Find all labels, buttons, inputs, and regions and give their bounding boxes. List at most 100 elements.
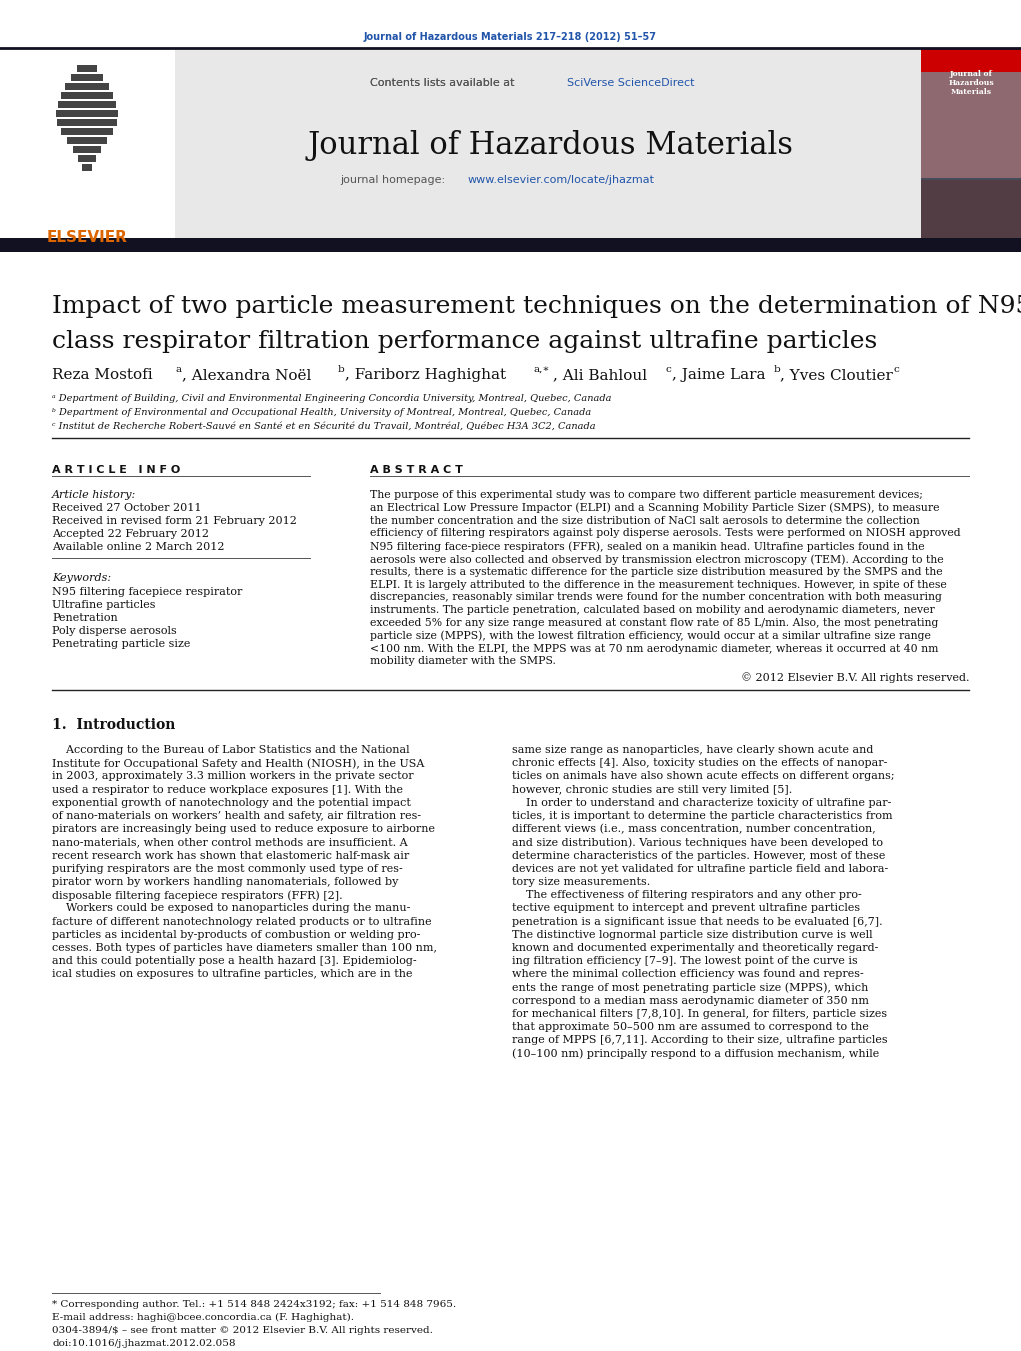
Text: chronic effects [4]. Also, toxicity studies on the effects of nanopar-: chronic effects [4]. Also, toxicity stud… [512, 758, 887, 769]
Text: Poly disperse aerosols: Poly disperse aerosols [52, 626, 177, 636]
Text: In order to understand and characterize toxicity of ultrafine par-: In order to understand and characterize … [512, 798, 891, 808]
Text: Ultrafine particles: Ultrafine particles [52, 600, 155, 611]
Text: , Yves Cloutier: , Yves Cloutier [780, 367, 893, 382]
Bar [58, 101, 116, 108]
Text: penetration is a significant issue that needs to be evaluated [6,7].: penetration is a significant issue that … [512, 916, 882, 927]
Text: of nano-materials on workers’ health and safety, air filtration res-: of nano-materials on workers’ health and… [52, 811, 421, 821]
Text: Keywords:: Keywords: [52, 573, 111, 584]
Text: particle size (MPPS), with the lowest filtration efficiency, would occur at a si: particle size (MPPS), with the lowest fi… [370, 631, 931, 642]
Bar [67, 136, 107, 145]
Text: Contents lists available at: Contents lists available at [370, 78, 518, 88]
Text: exponential growth of nanotechnology and the potential impact: exponential growth of nanotechnology and… [52, 798, 410, 808]
Text: Article history:: Article history: [52, 490, 136, 500]
Bar [56, 109, 118, 118]
Text: different views (i.e., mass concentration, number concentration,: different views (i.e., mass concentratio… [512, 824, 876, 835]
Text: 1.  Introduction: 1. Introduction [52, 717, 176, 732]
Text: the number concentration and the size distribution of NaCl salt aerosols to dete: the number concentration and the size di… [370, 516, 920, 526]
Text: an Electrical Low Pressure Impactor (ELPI) and a Scanning Mobility Particle Size: an Electrical Low Pressure Impactor (ELP… [370, 503, 939, 513]
Text: Impact of two particle measurement techniques on the determination of N95: Impact of two particle measurement techn… [52, 295, 1021, 317]
Bar [0, 238, 1021, 253]
Text: Received 27 October 2011: Received 27 October 2011 [52, 503, 201, 513]
Text: pirator worn by workers handling nanomaterials, followed by: pirator worn by workers handling nanomat… [52, 877, 398, 888]
Text: and this could potentially pose a health hazard [3]. Epidemiolog-: and this could potentially pose a health… [52, 957, 417, 966]
Text: (10–100 nm) principally respond to a diffusion mechanism, while: (10–100 nm) principally respond to a dif… [512, 1048, 879, 1059]
Text: , Ali Bahloul: , Ali Bahloul [553, 367, 647, 382]
Text: and size distribution). Various techniques have been developed to: and size distribution). Various techniqu… [512, 838, 883, 848]
Text: cesses. Both types of particles have diameters smaller than 100 nm,: cesses. Both types of particles have dia… [52, 943, 437, 952]
Text: c: c [893, 365, 898, 374]
Text: A B S T R A C T: A B S T R A C T [370, 465, 463, 476]
Text: determine characteristics of the particles. However, most of these: determine characteristics of the particl… [512, 851, 885, 861]
Text: correspond to a median mass aerodynamic diameter of 350 nm: correspond to a median mass aerodynamic … [512, 996, 869, 1005]
Text: in 2003, approximately 3.3 million workers in the private sector: in 2003, approximately 3.3 million worke… [52, 771, 414, 781]
Text: Available online 2 March 2012: Available online 2 March 2012 [52, 542, 225, 553]
Text: The distinctive lognormal particle size distribution curve is well: The distinctive lognormal particle size … [512, 929, 873, 940]
Text: N95 filtering face-piece respirators (FFR), sealed on a manikin head. Ultrafine : N95 filtering face-piece respirators (FF… [370, 542, 925, 551]
Text: mobility diameter with the SMPS.: mobility diameter with the SMPS. [370, 657, 555, 666]
Bar [82, 163, 92, 172]
Text: discrepancies, reasonably similar trends were found for the number concentration: discrepancies, reasonably similar trends… [370, 592, 942, 603]
Text: Penetrating particle size: Penetrating particle size [52, 639, 190, 648]
Text: , Jaime Lara: , Jaime Lara [672, 367, 766, 382]
Text: aerosols were also collected and observed by transmission electron microscopy (T: aerosols were also collected and observe… [370, 554, 943, 565]
Text: <100 nm. With the ELPI, the MPPS was at 70 nm aerodynamic diameter, whereas it o: <100 nm. With the ELPI, the MPPS was at … [370, 643, 938, 654]
Text: Journal of Hazardous Materials: Journal of Hazardous Materials [307, 130, 793, 161]
Text: disposable filtering facepiece respirators (FFR) [2].: disposable filtering facepiece respirato… [52, 890, 343, 901]
Text: class respirator filtration performance against ultrafine particles: class respirator filtration performance … [52, 330, 877, 353]
Bar [921, 49, 1021, 72]
Text: Reza Mostofi: Reza Mostofi [52, 367, 152, 382]
Text: ᶜ Institut de Recherche Robert-Sauvé en Santé et en Sécurité du Travail, Montréa: ᶜ Institut de Recherche Robert-Sauvé en … [52, 422, 595, 431]
Text: exceeded 5% for any size range measured at constant flow rate of 85 L/min. Also,: exceeded 5% for any size range measured … [370, 617, 938, 628]
Text: however, chronic studies are still very limited [5].: however, chronic studies are still very … [512, 785, 792, 794]
Bar [57, 119, 117, 126]
Bar [71, 74, 103, 81]
Text: Institute for Occupational Safety and Health (NIOSH), in the USA: Institute for Occupational Safety and He… [52, 758, 425, 769]
Text: ents the range of most penetrating particle size (MPPS), which: ents the range of most penetrating parti… [512, 982, 869, 993]
Text: Journal of Hazardous Materials 217–218 (2012) 51–57: Journal of Hazardous Materials 217–218 (… [364, 32, 657, 42]
Text: Journal of
Hazardous
Materials: Journal of Hazardous Materials [949, 70, 993, 96]
Text: doi:10.1016/j.jhazmat.2012.02.058: doi:10.1016/j.jhazmat.2012.02.058 [52, 1339, 236, 1348]
Text: results, there is a systematic difference for the particle size distribution mea: results, there is a systematic differenc… [370, 567, 942, 577]
Text: , Fariborz Haghighat: , Fariborz Haghighat [345, 367, 506, 382]
Text: for mechanical filters [7,8,10]. In general, for filters, particle sizes: for mechanical filters [7,8,10]. In gene… [512, 1009, 887, 1019]
Text: c: c [665, 365, 671, 374]
Text: same size range as nanoparticles, have clearly shown acute and: same size range as nanoparticles, have c… [512, 744, 873, 755]
Text: ing filtration efficiency [7–9]. The lowest point of the curve is: ing filtration efficiency [7–9]. The low… [512, 957, 858, 966]
Text: , Alexandra Noël: , Alexandra Noël [182, 367, 311, 382]
Text: Contents lists available at: Contents lists available at [370, 78, 518, 88]
Text: ELPI. It is largely attributed to the difference in the measurement techniques. : ELPI. It is largely attributed to the di… [370, 580, 946, 589]
Text: © 2012 Elsevier B.V. All rights reserved.: © 2012 Elsevier B.V. All rights reserved… [740, 671, 969, 682]
Bar [65, 82, 109, 91]
Text: pirators are increasingly being used to reduce exposure to airborne: pirators are increasingly being used to … [52, 824, 435, 834]
Text: The effectiveness of filtering respirators and any other pro-: The effectiveness of filtering respirato… [512, 890, 862, 900]
Text: According to the Bureau of Labor Statistics and the National: According to the Bureau of Labor Statist… [52, 744, 409, 755]
Text: a: a [175, 365, 181, 374]
Bar [921, 49, 1021, 249]
Text: facture of different nanotechnology related products or to ultrafine: facture of different nanotechnology rela… [52, 916, 432, 927]
Text: particles as incidental by-products of combustion or welding pro-: particles as incidental by-products of c… [52, 929, 421, 940]
Text: nano-materials, when other control methods are insufficient. A: nano-materials, when other control metho… [52, 838, 407, 847]
Bar [0, 49, 1021, 249]
Text: Received in revised form 21 February 2012: Received in revised form 21 February 201… [52, 516, 297, 526]
Text: E-mail address: haghi@bcee.concordia.ca (F. Haghighat).: E-mail address: haghi@bcee.concordia.ca … [52, 1313, 354, 1323]
Text: The purpose of this experimental study was to compare two different particle mea: The purpose of this experimental study w… [370, 490, 923, 500]
Text: ical studies on exposures to ultrafine particles, which are in the: ical studies on exposures to ultrafine p… [52, 970, 412, 979]
Bar [61, 92, 113, 99]
Text: Workers could be exposed to nanoparticles during the manu-: Workers could be exposed to nanoparticle… [52, 904, 410, 913]
Text: Penetration: Penetration [52, 613, 117, 623]
Text: ELSEVIER: ELSEVIER [47, 230, 128, 245]
Text: ᵇ Department of Environmental and Occupational Health, University of Montreal, M: ᵇ Department of Environmental and Occupa… [52, 408, 591, 417]
Bar [0, 49, 175, 249]
Text: used a respirator to reduce workplace exposures [1]. With the: used a respirator to reduce workplace ex… [52, 785, 403, 794]
Bar [61, 128, 113, 135]
Text: recent research work has shown that elastomeric half-mask air: recent research work has shown that elas… [52, 851, 409, 861]
Text: known and documented experimentally and theoretically regard-: known and documented experimentally and … [512, 943, 878, 952]
Bar [77, 65, 97, 72]
Text: a,∗: a,∗ [533, 365, 549, 374]
Bar [921, 49, 1021, 180]
Text: ticles on animals have also shown acute effects on different organs;: ticles on animals have also shown acute … [512, 771, 894, 781]
Text: ᵃ Department of Building, Civil and Environmental Engineering Concordia Universi: ᵃ Department of Building, Civil and Envi… [52, 394, 612, 403]
Text: N95 filtering facepiece respirator: N95 filtering facepiece respirator [52, 586, 242, 597]
Text: * Corresponding author. Tel.: +1 514 848 2424x3192; fax: +1 514 848 7965.: * Corresponding author. Tel.: +1 514 848… [52, 1300, 456, 1309]
Bar [78, 155, 96, 162]
